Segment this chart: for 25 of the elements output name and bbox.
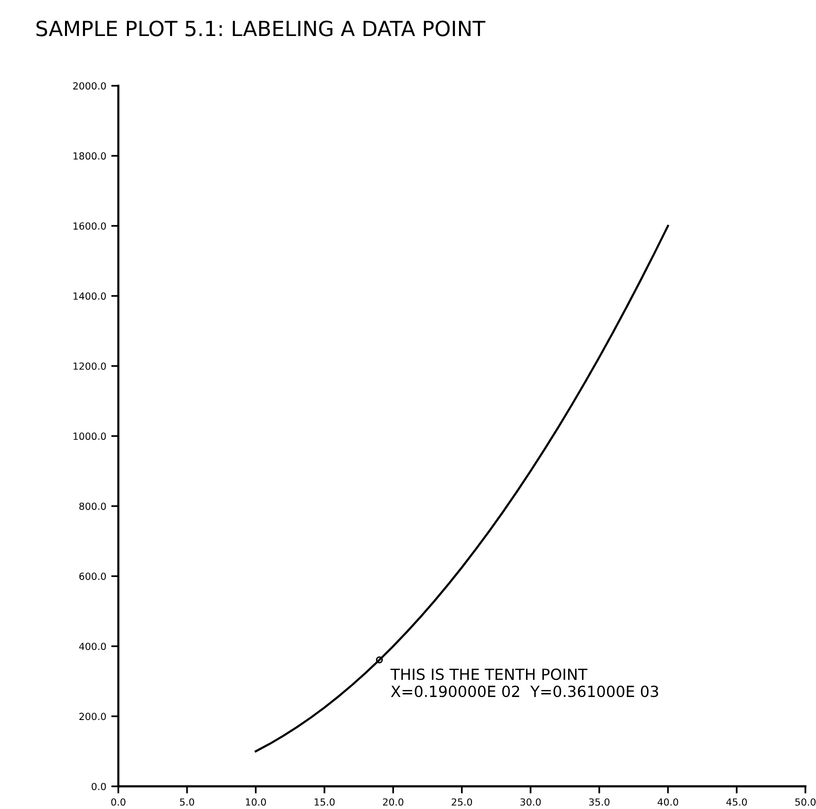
y-tick-label: 0.0 [92, 782, 106, 790]
x-tick-label: 5.0 [180, 798, 194, 806]
y-tick-label: 800.0 [79, 502, 106, 510]
y-tick-label: 2000.0 [73, 82, 106, 90]
x-tick-label: 45.0 [726, 798, 747, 806]
chart-title: SAMPLE PLOT 5.1: LABELING A DATA POINT [36, 20, 486, 36]
x-tick-label: 35.0 [589, 798, 610, 806]
x-tick-label: 40.0 [658, 798, 678, 806]
y-tick-label: 1800.0 [74, 152, 106, 160]
y-tick-label: 1600.0 [74, 222, 106, 230]
x-tick-label: 50.0 [795, 798, 816, 806]
x-tick-label: 20.0 [383, 798, 404, 806]
y-tick-label: 200.0 [79, 712, 106, 720]
x-tick-label: 0.0 [111, 798, 126, 806]
x-tick-label: 15.0 [314, 798, 335, 806]
x-tick-label: 30.0 [520, 798, 541, 806]
y-tick-label: 400.0 [79, 642, 106, 650]
annotation: THIS IS THE TENTH POINT X=0.190000E 02 Y=0.361000E 03 [390, 668, 658, 698]
y-tick-label: 1200.0 [74, 362, 106, 370]
y-tick-label: 1400.0 [74, 292, 106, 300]
x-tick-label: 10.0 [246, 798, 266, 806]
line-series [254, 224, 670, 752]
y-tick-label: 1000.0 [74, 432, 106, 440]
y-tick-label: 600.0 [79, 572, 106, 580]
x-tick-label: 25.0 [452, 798, 472, 806]
